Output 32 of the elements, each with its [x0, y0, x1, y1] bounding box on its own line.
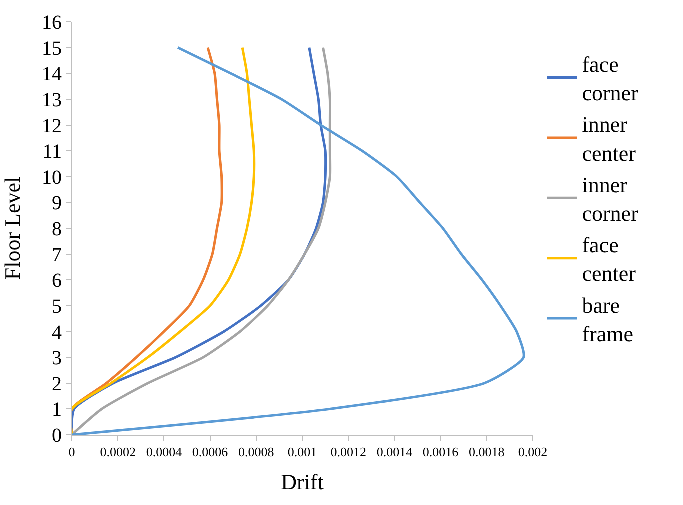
y-tick-label: 5 [52, 296, 62, 318]
x-tick-label: 0.0012 [330, 444, 366, 460]
y-tick-label: 4 [52, 322, 62, 344]
y-tick-label: 11 [42, 141, 62, 164]
y-tick-label: 8 [52, 218, 62, 240]
y-tick-label: 13 [42, 89, 62, 112]
y-axis-title: Floor Level [0, 176, 25, 280]
y-tick-label: 15 [42, 38, 62, 60]
x-tick-label: 0.0014 [376, 444, 414, 460]
x-tick-label: 0.0006 [192, 444, 229, 460]
x-tick-label: 0.002 [518, 444, 548, 460]
x-tick-label: 0.0002 [100, 444, 136, 460]
y-tick-label: 12 [42, 115, 62, 138]
x-tick-label: 0.0008 [238, 444, 274, 460]
line-series [72, 46, 526, 435]
y-tick-label: 1 [52, 399, 62, 422]
x-tick-label: 0.0018 [469, 444, 505, 460]
y-tick-label: 6 [52, 270, 62, 292]
x-tick-label: 0.0004 [146, 444, 183, 460]
y-tick-label: 14 [42, 64, 62, 86]
y-tick-label: 3 [52, 348, 62, 370]
y-tick-label: 16 [42, 12, 62, 34]
legend-label: bare frame [582, 292, 634, 346]
y-tick-label: 2 [52, 373, 62, 396]
x-axis-title: Drift [281, 470, 324, 494]
line-series [72, 46, 256, 435]
x-tick-label: 0.0016 [422, 444, 460, 460]
x-tick-label: 0 [68, 444, 76, 460]
y-tick-label: 9 [52, 192, 62, 215]
y-tick-label: 7 [52, 244, 62, 266]
y-tick-label: 10 [42, 166, 62, 189]
x-tick-label: 0.001 [288, 444, 318, 460]
